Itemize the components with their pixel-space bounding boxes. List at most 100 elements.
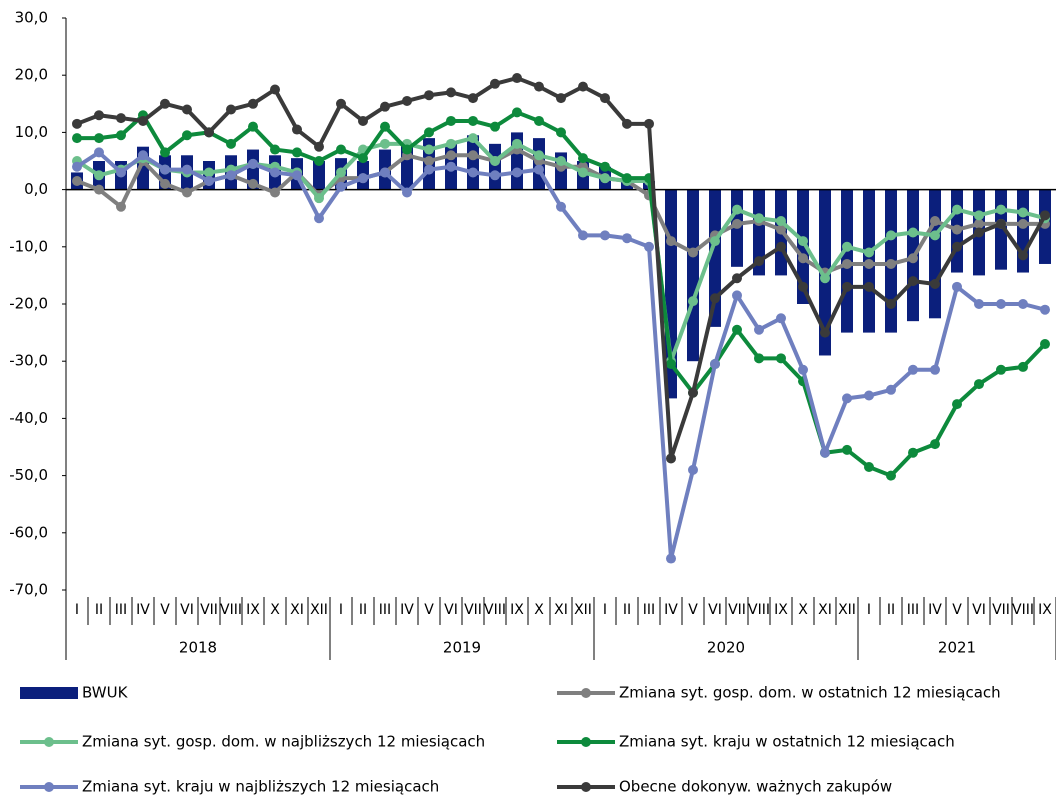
x-tick-label: X	[798, 602, 808, 618]
x-tick-label: VIII	[1012, 602, 1034, 618]
x-tick-label: II	[623, 602, 631, 618]
marker	[534, 115, 544, 126]
marker	[908, 364, 918, 375]
marker	[974, 218, 984, 229]
bar	[313, 161, 325, 190]
bar	[929, 189, 941, 319]
legend-marker	[44, 737, 54, 747]
x-tick-label: VI	[708, 602, 722, 618]
marker	[424, 164, 434, 175]
x-tick-label: VI	[972, 602, 986, 618]
marker	[666, 553, 676, 564]
x-tick-label: V	[688, 602, 698, 618]
marker	[820, 447, 830, 458]
marker	[72, 118, 82, 129]
marker	[402, 144, 412, 155]
marker	[886, 230, 896, 241]
x-group-label: 2021	[938, 639, 976, 657]
marker	[556, 127, 566, 138]
marker	[1018, 207, 1028, 218]
marker	[798, 364, 808, 375]
x-tick-label: III	[643, 602, 655, 618]
marker	[248, 178, 258, 189]
line	[75, 150, 1046, 561]
x-tick-label: I	[339, 602, 343, 618]
marker	[732, 218, 742, 229]
marker	[336, 144, 346, 155]
y-tick-label: 10,0	[15, 123, 48, 141]
x-tick-label: VII	[464, 602, 482, 618]
marker	[226, 170, 236, 181]
marker	[94, 184, 104, 195]
marker	[446, 87, 456, 98]
marker	[974, 379, 984, 390]
marker	[974, 210, 984, 221]
x-tick-label: II	[359, 602, 367, 618]
marker	[1018, 361, 1028, 372]
marker	[864, 258, 874, 269]
marker	[930, 439, 940, 450]
marker	[930, 278, 940, 289]
y-tick-label: -10,0	[9, 237, 48, 255]
marker	[358, 115, 368, 126]
marker	[446, 115, 456, 126]
marker	[996, 299, 1006, 309]
marker	[468, 167, 478, 178]
marker	[292, 147, 302, 158]
marker	[94, 147, 104, 158]
y-tick-label: 20,0	[15, 66, 48, 84]
marker	[842, 444, 852, 455]
x-tick-label: VII	[992, 602, 1010, 618]
marker	[226, 138, 236, 149]
marker	[424, 127, 434, 138]
marker	[468, 150, 478, 161]
marker	[776, 241, 786, 252]
marker	[974, 227, 984, 238]
legend-swatch	[20, 687, 78, 699]
marker	[600, 230, 610, 241]
y-tick-label: -50,0	[9, 466, 48, 484]
marker	[622, 173, 632, 184]
x-tick-label: VI	[444, 602, 458, 618]
legend-marker	[581, 737, 591, 747]
marker	[534, 81, 544, 92]
x-tick-label: VIII	[220, 602, 242, 618]
marker	[270, 84, 280, 95]
marker	[930, 364, 940, 375]
marker	[622, 118, 632, 129]
x-tick-label: V	[424, 602, 434, 618]
marker	[688, 296, 698, 307]
marker	[204, 176, 214, 187]
marker	[204, 127, 214, 138]
marker	[424, 144, 434, 155]
bar	[797, 189, 809, 304]
marker	[1018, 250, 1028, 261]
marker	[512, 138, 522, 149]
legend-marker	[44, 782, 54, 792]
marker	[556, 156, 566, 166]
marker	[380, 101, 390, 112]
marker	[732, 273, 742, 284]
x-tick-label: I	[867, 602, 871, 618]
legend-label: Zmiana syt. gosp. dom. w najbliższych 12…	[82, 733, 485, 751]
marker	[600, 161, 610, 172]
marker	[402, 95, 412, 106]
marker	[886, 384, 896, 395]
marker	[930, 216, 940, 227]
marker	[182, 130, 192, 141]
marker	[94, 170, 104, 181]
marker	[336, 98, 346, 109]
bar	[247, 149, 259, 190]
x-tick-label: V	[160, 602, 170, 618]
marker	[886, 258, 896, 269]
x-tick-label: IX	[774, 602, 788, 618]
marker	[248, 98, 258, 109]
x-tick-label: III	[115, 602, 127, 618]
marker	[204, 167, 214, 178]
marker	[908, 447, 918, 458]
marker	[798, 236, 808, 247]
marker	[556, 201, 566, 212]
marker	[666, 359, 676, 370]
marker	[116, 167, 126, 178]
marker	[160, 178, 170, 189]
